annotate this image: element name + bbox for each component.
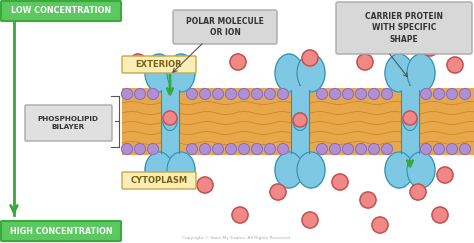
Circle shape	[459, 88, 471, 99]
Circle shape	[422, 40, 438, 56]
Circle shape	[232, 207, 248, 223]
Circle shape	[434, 88, 445, 99]
Circle shape	[437, 167, 453, 183]
Circle shape	[252, 144, 263, 155]
Text: CARRIER PROTEIN
WITH SPECIFIC
SHAPE: CARRIER PROTEIN WITH SPECIFIC SHAPE	[365, 12, 443, 44]
Circle shape	[270, 184, 286, 200]
Circle shape	[121, 88, 133, 99]
Circle shape	[135, 144, 146, 155]
Text: POLAR MOLECULE
OR ION: POLAR MOLECULE OR ION	[186, 17, 264, 37]
Circle shape	[420, 144, 431, 155]
Ellipse shape	[275, 54, 303, 92]
Circle shape	[163, 111, 177, 125]
Circle shape	[121, 144, 133, 155]
Circle shape	[332, 174, 348, 190]
Ellipse shape	[145, 54, 173, 92]
Circle shape	[360, 192, 376, 208]
Ellipse shape	[293, 113, 307, 130]
Circle shape	[264, 144, 275, 155]
Circle shape	[277, 144, 289, 155]
Text: CYTOPLASM: CYTOPLASM	[130, 176, 188, 185]
Ellipse shape	[407, 54, 435, 92]
FancyBboxPatch shape	[25, 105, 112, 141]
Circle shape	[357, 54, 373, 70]
Circle shape	[277, 88, 289, 99]
Circle shape	[368, 144, 380, 155]
Circle shape	[238, 144, 249, 155]
Text: EXTERIOR: EXTERIOR	[136, 60, 182, 69]
Circle shape	[356, 88, 366, 99]
Circle shape	[434, 144, 445, 155]
Circle shape	[420, 88, 431, 99]
Circle shape	[450, 24, 466, 40]
Text: HIGH CONCENTRATION: HIGH CONCENTRATION	[9, 226, 112, 235]
Bar	[291, 86, 309, 157]
FancyBboxPatch shape	[336, 2, 472, 54]
Text: Copyright © Save My Exams. All Rights Reserved.: Copyright © Save My Exams. All Rights Re…	[182, 236, 292, 240]
Circle shape	[302, 50, 318, 66]
FancyBboxPatch shape	[122, 56, 196, 73]
Ellipse shape	[275, 152, 303, 188]
Circle shape	[230, 54, 246, 70]
Circle shape	[135, 88, 146, 99]
Circle shape	[459, 144, 471, 155]
Ellipse shape	[167, 54, 195, 92]
Circle shape	[252, 88, 263, 99]
Ellipse shape	[297, 54, 325, 92]
Ellipse shape	[385, 54, 413, 92]
Circle shape	[447, 57, 463, 73]
Ellipse shape	[163, 113, 177, 130]
Circle shape	[447, 88, 457, 99]
Circle shape	[302, 212, 318, 228]
FancyBboxPatch shape	[1, 1, 121, 21]
Circle shape	[368, 88, 380, 99]
Ellipse shape	[407, 152, 435, 188]
Circle shape	[226, 144, 237, 155]
Ellipse shape	[297, 152, 325, 188]
Circle shape	[432, 207, 448, 223]
Circle shape	[372, 217, 388, 233]
Circle shape	[147, 144, 158, 155]
Circle shape	[130, 54, 146, 70]
Circle shape	[382, 144, 392, 155]
Bar	[122, 88, 474, 155]
Circle shape	[186, 144, 198, 155]
Circle shape	[329, 144, 340, 155]
Bar	[161, 86, 179, 157]
Circle shape	[197, 177, 213, 193]
Circle shape	[356, 144, 366, 155]
Circle shape	[382, 88, 392, 99]
FancyBboxPatch shape	[173, 10, 277, 44]
Circle shape	[317, 144, 328, 155]
Ellipse shape	[403, 113, 417, 130]
Circle shape	[186, 88, 198, 99]
Circle shape	[212, 144, 224, 155]
Text: LOW CONCENTRATION: LOW CONCENTRATION	[11, 7, 111, 16]
Circle shape	[447, 144, 457, 155]
Circle shape	[147, 88, 158, 99]
Circle shape	[329, 88, 340, 99]
Circle shape	[403, 111, 417, 125]
Circle shape	[264, 88, 275, 99]
Ellipse shape	[167, 152, 195, 188]
Bar	[401, 86, 419, 157]
Circle shape	[293, 113, 307, 127]
Circle shape	[200, 88, 210, 99]
Ellipse shape	[145, 152, 173, 188]
Circle shape	[212, 88, 224, 99]
Circle shape	[238, 88, 249, 99]
Circle shape	[317, 88, 328, 99]
FancyBboxPatch shape	[122, 172, 196, 189]
Circle shape	[343, 144, 354, 155]
Text: PHOSPHOLIPID
BILAYER: PHOSPHOLIPID BILAYER	[37, 116, 99, 130]
Circle shape	[200, 144, 210, 155]
Circle shape	[226, 88, 237, 99]
Circle shape	[410, 184, 426, 200]
Circle shape	[343, 88, 354, 99]
FancyBboxPatch shape	[1, 221, 121, 241]
Ellipse shape	[385, 152, 413, 188]
